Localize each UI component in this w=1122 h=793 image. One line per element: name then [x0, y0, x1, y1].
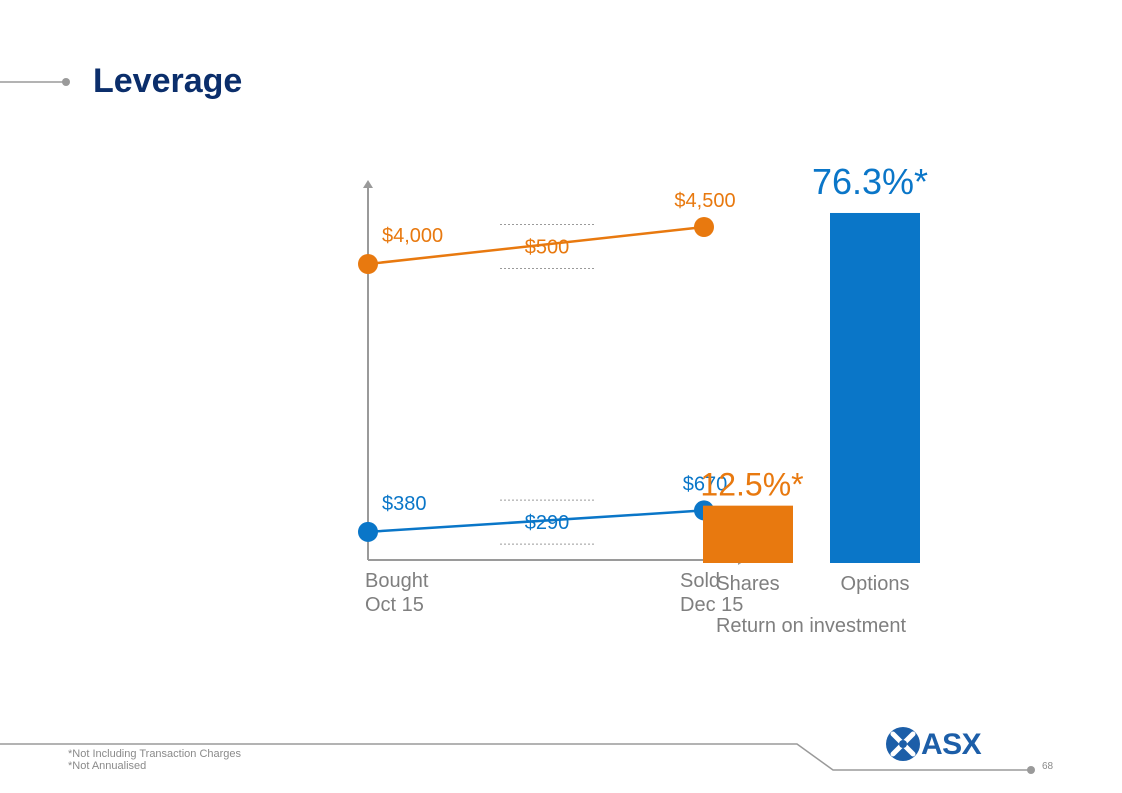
- slide-title: Leverage: [93, 62, 243, 100]
- share-series-line: [367, 225, 705, 266]
- bar-x-axis-label: Return on investment: [716, 615, 907, 637]
- option-point-1: [358, 521, 378, 542]
- asx-logo-icon: [886, 727, 920, 761]
- options-category-label: Options: [841, 573, 910, 595]
- shares-value-label: 12.5%*: [700, 467, 803, 503]
- y-axis-arrow-icon: [363, 180, 373, 188]
- x-tick-label-bought-line1: Bought: [365, 570, 429, 592]
- asx-logo-text: ASX: [921, 728, 982, 761]
- x-tick-label-bought-line2: Oct 15: [365, 594, 424, 616]
- option-change-label: $290: [525, 512, 570, 534]
- share-change-label: $500: [525, 237, 570, 259]
- option-end-value-label: $670: [683, 473, 728, 495]
- page-number: 68: [1042, 761, 1054, 772]
- footer-rule: [0, 743, 1030, 771]
- x-tick-label-sold-line1: Sold: [680, 570, 720, 592]
- option-start-value-label: $380: [382, 493, 427, 515]
- share-point-1: [358, 254, 378, 274]
- footnote-transaction-charges: *Not Including Transaction Charges: [68, 748, 242, 760]
- shares-category-label: Shares: [716, 573, 779, 595]
- shares-bar: [703, 505, 793, 563]
- x-tick-label-sold-line2: Dec 15: [680, 594, 743, 616]
- footnote-not-annualised: *Not Annualised: [68, 760, 147, 772]
- share-start-value-label: $4,000: [382, 225, 443, 247]
- footer-dot: [1027, 766, 1035, 774]
- options-bar: [830, 212, 920, 563]
- share-point-2: [694, 217, 714, 237]
- title-bullet-dot: [62, 78, 70, 86]
- options-value-label: 76.3%*: [812, 161, 928, 202]
- share-end-value-label: $4,500: [674, 190, 735, 212]
- option-series-line: [367, 509, 705, 534]
